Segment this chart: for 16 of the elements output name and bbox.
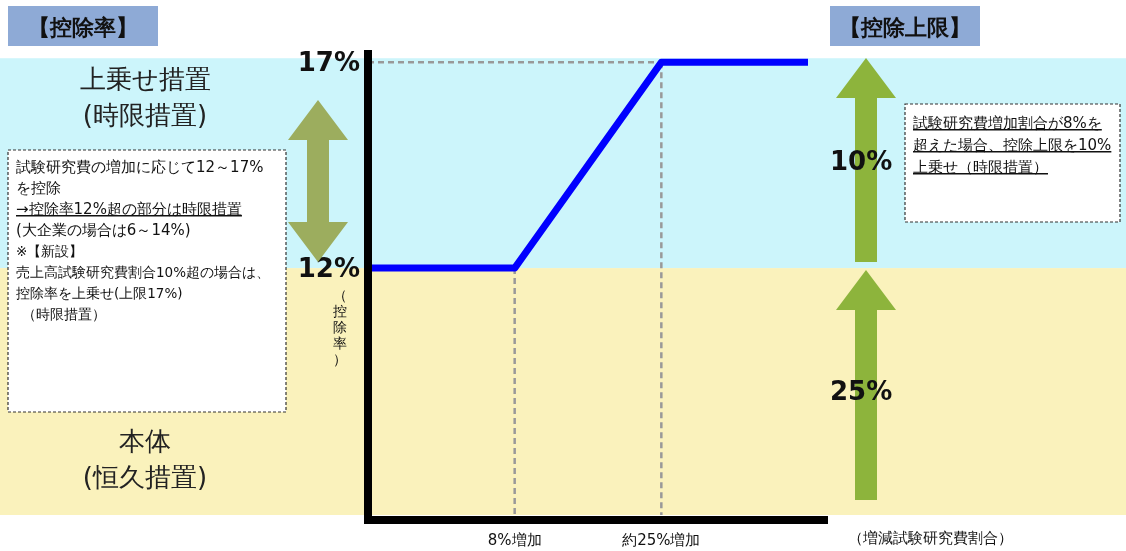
y-tick-label: 12% (297, 253, 360, 284)
band-label: 本体 (恒久措置) (82, 426, 208, 492)
text: 売上高試験研究費割合10%超の場合は、控除率を上乗せ(上限17%) (16, 264, 271, 301)
annotation: 25% (830, 376, 893, 406)
x-tick-label: 約25%増加 (622, 531, 701, 549)
text: 【控除率】 (28, 15, 138, 40)
band-label: 上乗せ措置 (時限措置) (79, 64, 211, 130)
text: 【控除上限】 (839, 15, 971, 40)
text: ※【新設】 (16, 243, 84, 259)
text: (大企業の場合は6～14%) (16, 221, 191, 239)
text: （時限措置） (22, 306, 106, 322)
text: 試験研究費の増加に応じて12～17%を控除 (16, 158, 264, 197)
y-axis-title: （控除率） (333, 287, 347, 367)
y-tick-label: 17% (297, 47, 360, 78)
x-axis-title: （増減試験研究費割合） (847, 529, 1013, 547)
x-tick-label: 8%増加 (487, 531, 542, 549)
